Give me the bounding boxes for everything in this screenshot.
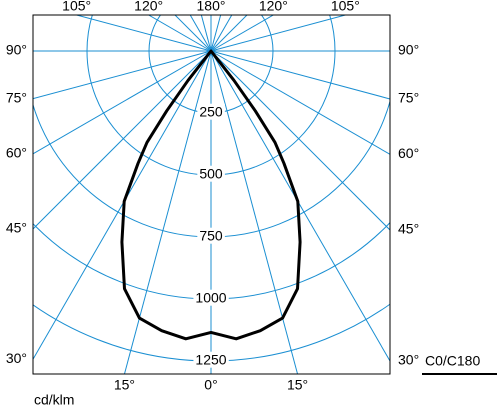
plane-label: C0/C180: [425, 353, 480, 369]
angle-tick-label: 15°: [114, 377, 135, 393]
angle-tick-label: 105°: [331, 0, 360, 14]
angle-tick-label: 30°: [6, 350, 27, 366]
grid-line: [210, 50, 390, 362]
grid-line: [210, 50, 390, 155]
angle-tick-label: 90°: [6, 42, 27, 58]
r-tick-label-bg: [193, 351, 229, 368]
grid-line: [33, 50, 212, 230]
grid-line: [210, 15, 346, 52]
grid: [33, 15, 390, 374]
angle-tick-label: 120°: [134, 0, 163, 14]
angle-tick-label: 0°: [204, 377, 217, 393]
grid-line: [210, 50, 390, 231]
grid-line: [148, 15, 212, 52]
grid-line-minor: [210, 15, 233, 52]
r-tick-label-bg: [197, 103, 225, 120]
r-tick-label: 1000: [195, 290, 226, 306]
grid-line: [123, 50, 212, 374]
grid-line-minor: [174, 15, 212, 52]
angle-tick-label: 75°: [6, 89, 27, 105]
angle-tick-label: 60°: [6, 144, 27, 160]
grid-line-minor: [189, 15, 212, 52]
angle-tick-label: 60°: [398, 145, 419, 161]
grid-line: [76, 15, 212, 52]
r-tick-label-bg: [193, 289, 229, 306]
angle-tick-label: 30°: [398, 352, 419, 368]
grid-line: [33, 50, 212, 100]
angle-tick-label: 180°: [197, 0, 226, 14]
r-tick-label-bg: [197, 227, 225, 244]
angle-tick-label: 45°: [6, 220, 27, 236]
grid-line-minor: [210, 15, 248, 52]
angle-tick-label: 15°: [287, 377, 308, 393]
plot-frame: [32, 14, 391, 375]
grid-line-minor: [200, 15, 212, 52]
intensity-curve: [120, 49, 302, 341]
r-tick-label: 500: [199, 166, 223, 182]
angle-tick-label: 90°: [398, 42, 419, 58]
grid-line: [33, 50, 212, 360]
grid-line-minor: [210, 15, 222, 52]
grid-line: [210, 50, 299, 374]
angle-tick-label: 105°: [62, 0, 91, 14]
grid-line: [210, 50, 390, 100]
r-tick-label: 750: [199, 228, 223, 244]
angle-tick-label: 120°: [259, 0, 288, 14]
grid-line: [210, 15, 274, 52]
grid-circle: [33, 303, 390, 362]
angle-tick-label: 75°: [398, 90, 419, 106]
angle-tick-label: 45°: [398, 221, 419, 237]
unit-label: cd/klm: [34, 392, 74, 408]
grid-line: [33, 50, 212, 155]
r-tick-label-bg: [197, 165, 225, 182]
r-tick-label: 250: [199, 104, 223, 120]
r-tick-label: 1250: [195, 352, 226, 368]
